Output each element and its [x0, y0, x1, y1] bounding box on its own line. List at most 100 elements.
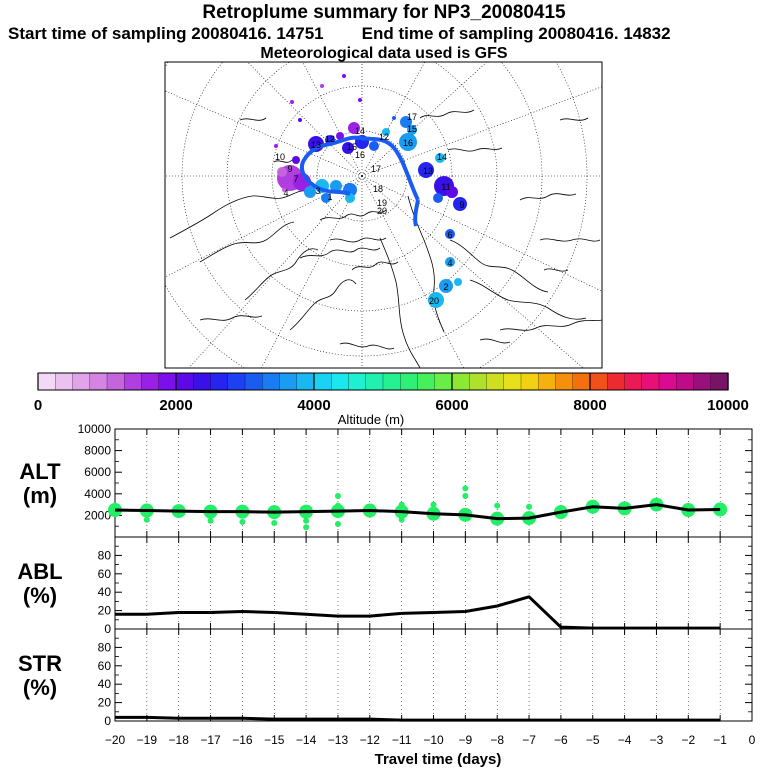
y-tick-label: 20 [98, 604, 112, 618]
spread-dot [366, 503, 373, 510]
colorbar-swatch [469, 372, 488, 391]
colorbar-swatch [296, 372, 315, 391]
y-axis-label: STR [18, 651, 62, 676]
colorbar-swatch [693, 372, 712, 391]
day-label: 16 [403, 138, 413, 148]
series-line [115, 595, 721, 630]
day-label: 13 [311, 140, 321, 150]
day-label: 4 [447, 258, 452, 268]
day-label: 10 [275, 152, 285, 162]
colorbar-tick-label: 10000 [707, 397, 749, 414]
x-tick-label: −17 [200, 733, 221, 747]
plume-dots [274, 74, 467, 308]
colorbar-swatch [365, 372, 384, 391]
y-tick-label: 40 [98, 677, 112, 691]
colorbar-swatch [658, 372, 677, 391]
day-label: 17 [407, 112, 417, 122]
panel-abl: 0 20 40 60 80 ABL(%) [17, 536, 753, 636]
mean-trajectory [299, 135, 420, 201]
x-tick-label: −5 [586, 733, 600, 747]
x-tick-label: −20 [105, 733, 126, 747]
day-label: 9 [287, 164, 292, 174]
colorbar-swatch [607, 372, 626, 391]
map-contents: 17 15 16 14 13 11 9 6 4 2 20 17 18 19 20… [165, 62, 602, 368]
x-axis-label: Travel time (days) [375, 751, 502, 768]
spread-dot [398, 516, 405, 523]
colorbar-tick-label: 0 [34, 397, 42, 414]
y-tick-label: 60 [98, 659, 112, 673]
x-tick-label: −12 [360, 733, 381, 747]
colorbar-swatch [313, 372, 332, 391]
y-axis-label: ABL [17, 559, 62, 584]
met-data-label: Meteorological data used is GFS [260, 45, 508, 62]
map-panel: 17 15 16 14 13 11 9 6 4 2 20 17 18 19 20… [164, 61, 603, 369]
start-time-label: Start time of sampling 20080416. 14751 [8, 24, 324, 43]
y-tick-label: 80 [98, 640, 112, 654]
spread-dot [430, 501, 437, 508]
day-label: 15 [347, 142, 357, 152]
spread-dot [494, 502, 501, 509]
meridians [165, 62, 602, 368]
colorbar-swatch [124, 372, 143, 391]
x-tick-label: −18 [169, 733, 190, 747]
day-label: 6 [447, 230, 452, 240]
panel-frame [114, 628, 753, 722]
colorbar-swatch [400, 372, 419, 391]
spread-dot [494, 518, 501, 525]
y-axis-label: (%) [23, 675, 57, 700]
spread-dot [621, 509, 628, 516]
spread-dot [303, 517, 310, 524]
day-label: 20 [429, 296, 439, 306]
y-tick-label: 0 [104, 622, 111, 636]
x-tick-label: −8 [490, 733, 504, 747]
y-axis-label: (m) [23, 483, 57, 508]
colorbar-swatch [520, 372, 539, 391]
colorbar-swatch [72, 372, 91, 391]
map-frame [164, 61, 603, 369]
day-label: 12 [379, 132, 389, 142]
colorbar-tick-label: 8000 [573, 397, 606, 414]
spread-dot [462, 492, 469, 499]
colorbar-swatch [210, 372, 229, 391]
x-tick-label: −2 [681, 733, 695, 747]
day-label: 17 [371, 164, 381, 174]
colorbar-swatch [572, 372, 591, 391]
trajectory-day-labels: 17 15 16 14 13 11 9 6 4 2 20 17 18 19 20… [275, 112, 465, 306]
colorbar-swatch [710, 372, 729, 391]
x-tick-label: −7 [522, 733, 536, 747]
time-series-panels: 200040006000800010000ALT(m)020406080ABL(… [17, 422, 755, 768]
y-tick-label: 10000 [78, 422, 112, 436]
day-label: 4 [283, 188, 288, 198]
panel-frame [114, 536, 753, 630]
series-line [114, 503, 721, 521]
spread-dot [143, 503, 150, 510]
spread-dot [334, 521, 341, 528]
coastlines [169, 109, 602, 368]
colorbar-swatch [503, 372, 522, 391]
y-tick-label: 60 [98, 567, 112, 581]
y-tick-label: 40 [98, 585, 112, 599]
colorbar-tick-label: 4000 [297, 397, 330, 414]
day-label: 20 [377, 206, 387, 216]
y-tick-label: 8000 [84, 444, 111, 458]
panel-alt: 2000 4000 6000 8000 10000 ALT(m) [19, 422, 753, 538]
panel-str: 0 20 40 60 80 STR(%) [18, 628, 753, 728]
colorbar-swatch [55, 372, 74, 391]
colorbar-swatch [434, 372, 453, 391]
colorbar-swatch [589, 372, 608, 391]
colorbar-swatch [279, 372, 298, 391]
colorbar-tick-label: 6000 [435, 397, 468, 414]
x-tick-label: 0 [749, 733, 756, 747]
y-tick-label: 2000 [84, 508, 111, 522]
x-tick-label: −14 [296, 733, 317, 747]
day-label: 16 [355, 150, 365, 160]
colorbar-tick-label: 2000 [159, 397, 192, 414]
day-label: 18 [373, 184, 383, 194]
x-tick-label: −19 [137, 733, 158, 747]
x-tick-label: −6 [554, 733, 568, 747]
colorbar-swatch [244, 372, 263, 391]
colorbar-swatch [538, 372, 557, 391]
spread-dot [271, 505, 278, 512]
day-label: 9 [459, 200, 464, 210]
